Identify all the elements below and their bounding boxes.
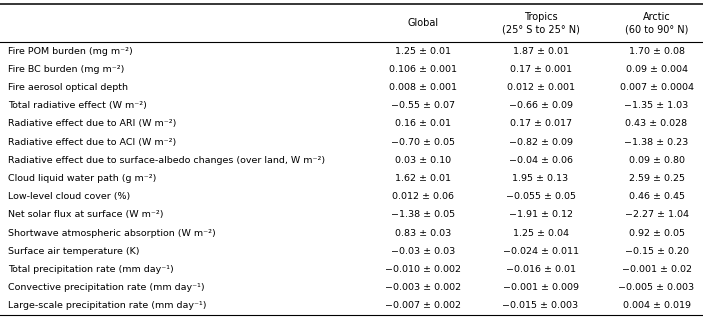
Text: −0.70 ± 0.05: −0.70 ± 0.05 bbox=[391, 137, 455, 147]
Text: 0.09 ± 0.80: 0.09 ± 0.80 bbox=[628, 156, 685, 165]
Text: Radiative effect due to surface-albedo changes (over land, W m⁻²): Radiative effect due to surface-albedo c… bbox=[8, 156, 325, 165]
Text: −1.38 ± 0.05: −1.38 ± 0.05 bbox=[391, 211, 455, 219]
Text: 1.70 ± 0.08: 1.70 ± 0.08 bbox=[628, 47, 685, 56]
Text: −0.82 ± 0.09: −0.82 ± 0.09 bbox=[508, 137, 572, 147]
Text: −2.27 ± 1.04: −2.27 ± 1.04 bbox=[624, 211, 688, 219]
Text: 0.106 ± 0.001: 0.106 ± 0.001 bbox=[389, 65, 457, 74]
Text: −0.016 ± 0.01: −0.016 ± 0.01 bbox=[505, 265, 576, 274]
Text: 0.004 ± 0.019: 0.004 ± 0.019 bbox=[623, 301, 690, 310]
Text: −0.04 ± 0.06: −0.04 ± 0.06 bbox=[508, 156, 572, 165]
Text: Arctic
(60 to 90° N): Arctic (60 to 90° N) bbox=[625, 12, 688, 34]
Text: 0.92 ± 0.05: 0.92 ± 0.05 bbox=[628, 229, 685, 238]
Text: −0.024 ± 0.011: −0.024 ± 0.011 bbox=[503, 247, 579, 256]
Text: −0.005 ± 0.003: −0.005 ± 0.003 bbox=[619, 283, 695, 292]
Text: 1.25 ± 0.01: 1.25 ± 0.01 bbox=[395, 47, 451, 56]
Text: Large-scale precipitation rate (mm day⁻¹): Large-scale precipitation rate (mm day⁻¹… bbox=[8, 301, 207, 310]
Text: 0.007 ± 0.0004: 0.007 ± 0.0004 bbox=[619, 83, 694, 92]
Text: Shortwave atmospheric absorption (W m⁻²): Shortwave atmospheric absorption (W m⁻²) bbox=[8, 229, 216, 238]
Text: −0.15 ± 0.20: −0.15 ± 0.20 bbox=[624, 247, 688, 256]
Text: 0.16 ± 0.01: 0.16 ± 0.01 bbox=[395, 119, 451, 129]
Text: −0.66 ± 0.09: −0.66 ± 0.09 bbox=[508, 101, 572, 110]
Text: −0.003 ± 0.002: −0.003 ± 0.002 bbox=[385, 283, 461, 292]
Text: 0.83 ± 0.03: 0.83 ± 0.03 bbox=[394, 229, 451, 238]
Text: Total precipitation rate (mm day⁻¹): Total precipitation rate (mm day⁻¹) bbox=[8, 265, 174, 274]
Text: −0.010 ± 0.002: −0.010 ± 0.002 bbox=[385, 265, 460, 274]
Text: 0.012 ± 0.06: 0.012 ± 0.06 bbox=[392, 192, 453, 201]
Text: 0.03 ± 0.10: 0.03 ± 0.10 bbox=[394, 156, 451, 165]
Text: −0.007 ± 0.002: −0.007 ± 0.002 bbox=[385, 301, 460, 310]
Text: Fire aerosol optical depth: Fire aerosol optical depth bbox=[8, 83, 128, 92]
Text: Cloud liquid water path (g m⁻²): Cloud liquid water path (g m⁻²) bbox=[8, 174, 156, 183]
Text: −0.055 ± 0.05: −0.055 ± 0.05 bbox=[505, 192, 576, 201]
Text: −1.38 ± 0.23: −1.38 ± 0.23 bbox=[624, 137, 689, 147]
Text: 0.17 ± 0.001: 0.17 ± 0.001 bbox=[510, 65, 572, 74]
Text: Surface air temperature (K): Surface air temperature (K) bbox=[8, 247, 139, 256]
Text: 0.008 ± 0.001: 0.008 ± 0.001 bbox=[389, 83, 457, 92]
Text: 2.59 ± 0.25: 2.59 ± 0.25 bbox=[628, 174, 685, 183]
Text: 0.09 ± 0.004: 0.09 ± 0.004 bbox=[626, 65, 688, 74]
Text: 1.95 ± 0.13: 1.95 ± 0.13 bbox=[512, 174, 569, 183]
Text: 0.17 ± 0.017: 0.17 ± 0.017 bbox=[510, 119, 572, 129]
Text: Radiative effect due to ACI (W m⁻²): Radiative effect due to ACI (W m⁻²) bbox=[8, 137, 176, 147]
Text: 0.43 ± 0.028: 0.43 ± 0.028 bbox=[626, 119, 688, 129]
Text: 0.012 ± 0.001: 0.012 ± 0.001 bbox=[507, 83, 574, 92]
Text: Radiative effect due to ARI (W m⁻²): Radiative effect due to ARI (W m⁻²) bbox=[8, 119, 176, 129]
Text: −0.001 ± 0.009: −0.001 ± 0.009 bbox=[503, 283, 579, 292]
Text: Total radiative effect (W m⁻²): Total radiative effect (W m⁻²) bbox=[8, 101, 147, 110]
Text: Net solar flux at surface (W m⁻²): Net solar flux at surface (W m⁻²) bbox=[8, 211, 164, 219]
Text: −0.03 ± 0.03: −0.03 ± 0.03 bbox=[391, 247, 455, 256]
Text: 0.46 ± 0.45: 0.46 ± 0.45 bbox=[628, 192, 685, 201]
Text: 1.25 ± 0.04: 1.25 ± 0.04 bbox=[512, 229, 569, 238]
Text: −1.35 ± 1.03: −1.35 ± 1.03 bbox=[624, 101, 689, 110]
Text: −1.91 ± 0.12: −1.91 ± 0.12 bbox=[508, 211, 572, 219]
Text: −0.001 ± 0.02: −0.001 ± 0.02 bbox=[621, 265, 692, 274]
Text: 1.87 ± 0.01: 1.87 ± 0.01 bbox=[512, 47, 569, 56]
Text: −0.55 ± 0.07: −0.55 ± 0.07 bbox=[391, 101, 455, 110]
Text: Fire BC burden (mg m⁻²): Fire BC burden (mg m⁻²) bbox=[8, 65, 124, 74]
Text: Fire POM burden (mg m⁻²): Fire POM burden (mg m⁻²) bbox=[8, 47, 133, 56]
Text: 1.62 ± 0.01: 1.62 ± 0.01 bbox=[395, 174, 451, 183]
Text: Global: Global bbox=[407, 18, 439, 28]
Text: Tropics
(25° S to 25° N): Tropics (25° S to 25° N) bbox=[501, 12, 579, 34]
Text: Low-level cloud cover (%): Low-level cloud cover (%) bbox=[8, 192, 130, 201]
Text: Convective precipitation rate (mm day⁻¹): Convective precipitation rate (mm day⁻¹) bbox=[8, 283, 205, 292]
Text: −0.015 ± 0.003: −0.015 ± 0.003 bbox=[503, 301, 579, 310]
